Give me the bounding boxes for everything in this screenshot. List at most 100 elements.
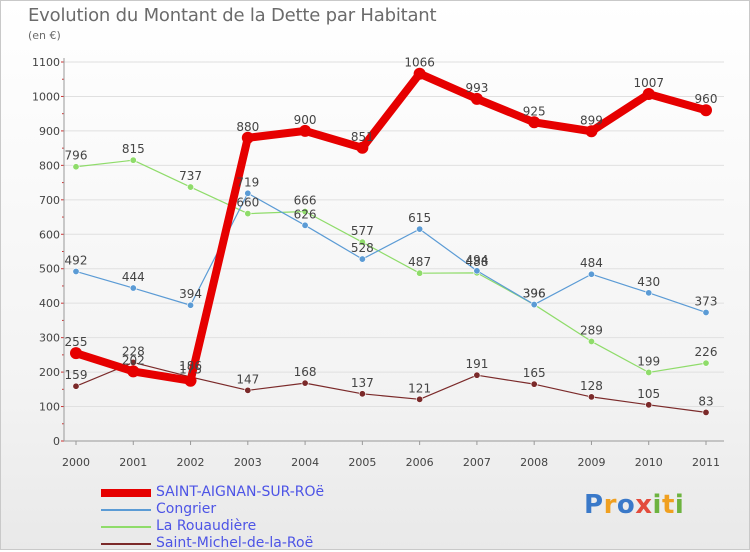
data-point: [301, 379, 309, 387]
data-label: 396: [523, 287, 546, 301]
data-label: 202: [122, 353, 145, 367]
data-point: [645, 401, 653, 409]
y-tick-label: 100: [39, 401, 60, 414]
data-point: [587, 337, 595, 345]
data-label: 83: [698, 394, 713, 408]
data-point: [244, 210, 252, 218]
logo-letter: P: [584, 490, 604, 520]
series-line: [75, 159, 707, 374]
data-label: 373: [695, 294, 718, 308]
data-label: 528: [351, 241, 374, 255]
series-0: [70, 67, 712, 387]
logo-letter: i: [674, 490, 685, 520]
data-label: 487: [408, 255, 431, 269]
x-tick-label: 2005: [348, 456, 376, 469]
data-label: 900: [294, 113, 317, 127]
data-label: 851: [351, 130, 374, 144]
data-label: 191: [465, 357, 488, 371]
data-label: 960: [695, 92, 718, 106]
logo-letter: r: [603, 490, 617, 520]
data-point: [127, 365, 140, 378]
y-axis-ticks: 0 100 200 300 400 500 600 700 800 900 1000 1100: [32, 56, 64, 448]
series-3: [72, 358, 710, 416]
data-label: 488: [465, 255, 488, 269]
data-label: 666: [294, 194, 317, 208]
data-point: [244, 189, 252, 197]
x-tick-label: 2009: [577, 456, 605, 469]
x-axis-ticks: 2000 2001 2002 2003 2004 2005 2006 2007 2008 2009…: [62, 441, 720, 469]
data-label: 396: [523, 287, 546, 301]
data-label: 880: [236, 120, 259, 134]
data-label: 993: [465, 81, 488, 95]
data-label: 255: [65, 335, 88, 349]
data-label: 289: [580, 323, 603, 337]
data-point: [413, 67, 426, 80]
x-tick-label: 2011: [692, 456, 720, 469]
data-point: [358, 255, 366, 263]
x-tick-label: 2006: [406, 456, 434, 469]
data-point: [702, 408, 710, 416]
data-point: [470, 92, 483, 105]
y-tick-label: 600: [39, 228, 60, 241]
y-tick-label: 300: [39, 332, 60, 345]
data-point: [530, 301, 538, 309]
data-label: 430: [637, 275, 660, 289]
data-label: 147: [236, 372, 259, 386]
x-tick-label: 2008: [520, 456, 548, 469]
data-label: 165: [523, 366, 546, 380]
data-label: 394: [179, 287, 202, 301]
legend-swatch: [101, 526, 151, 528]
series-2: [72, 156, 710, 376]
data-point: [244, 386, 252, 394]
data-label: 925: [523, 104, 546, 118]
x-tick-label: 2010: [635, 456, 663, 469]
data-point: [645, 289, 653, 297]
legend-label: Congrier: [156, 501, 217, 517]
data-label: 121: [408, 381, 431, 395]
grid-lines: [64, 61, 724, 408]
data-label: 168: [294, 365, 317, 379]
series-line: [72, 69, 710, 385]
x-tick-label: 2000: [62, 456, 90, 469]
data-point: [416, 395, 424, 403]
logo-letter: i: [652, 490, 662, 520]
x-tick-label: 2004: [291, 456, 319, 469]
series-line: [75, 361, 707, 414]
data-point: [702, 308, 710, 316]
data-point: [530, 380, 538, 388]
y-tick-label: 0: [53, 435, 60, 448]
y-tick-label: 1100: [32, 56, 60, 69]
data-point: [129, 156, 137, 164]
data-point: [184, 374, 197, 387]
logo-letter: x: [635, 490, 653, 520]
data-label: 226: [695, 345, 718, 359]
data-point: [416, 225, 424, 233]
data-label: 494: [465, 253, 488, 267]
data-label: 228: [122, 344, 145, 358]
legend-swatch: [101, 489, 151, 497]
data-label: 1066: [404, 56, 435, 70]
data-label: 492: [65, 253, 88, 267]
legend-label: Saint-Michel-de-la-Roë: [156, 535, 314, 551]
data-labels: 255 202 175 880 900 851 1066 993 925 899 1007 960 49…: [65, 56, 718, 409]
data-label: 815: [122, 142, 145, 156]
data-point: [241, 131, 254, 144]
data-point: [645, 368, 653, 376]
data-label: 660: [236, 196, 259, 210]
proxiti-logo: Proxiti: [584, 490, 684, 520]
data-point: [416, 269, 424, 277]
data-point: [187, 301, 195, 309]
legend-swatch: [101, 543, 151, 545]
data-label: 899: [580, 113, 603, 127]
data-label: 796: [65, 149, 88, 163]
data-point: [700, 104, 712, 117]
data-point: [473, 267, 481, 275]
legend-swatch: [101, 509, 151, 511]
x-tick-label: 2001: [119, 456, 147, 469]
legend-label: SAINT-AIGNAN-SUR-ROë: [156, 484, 325, 500]
data-label: 105: [637, 387, 660, 401]
data-point: [70, 347, 82, 360]
y-tick-label: 700: [39, 194, 60, 207]
data-point: [642, 88, 655, 101]
data-point: [585, 125, 598, 138]
